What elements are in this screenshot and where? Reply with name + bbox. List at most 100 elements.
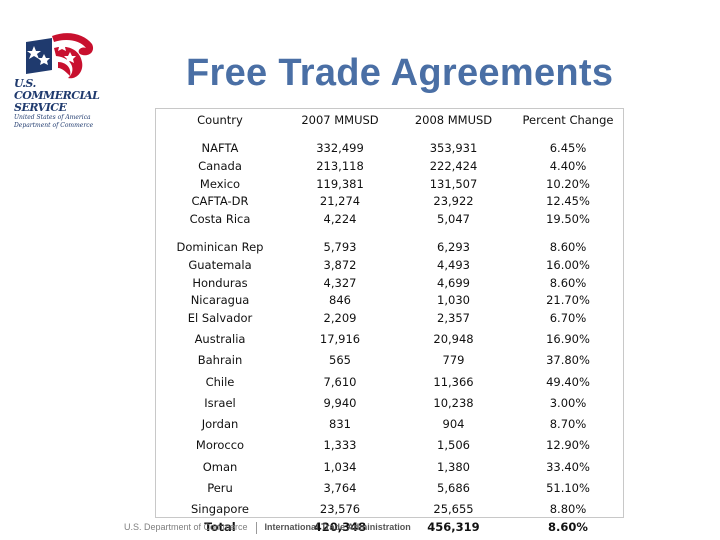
cell-country: Bahrain (197, 353, 243, 368)
logo-us-text: U.S. (14, 77, 36, 90)
logo-department-text: Department of Commerce (14, 122, 94, 129)
cell-pct: 8.60% (549, 240, 587, 255)
cell-2007: 2,209 (323, 310, 357, 325)
cell-2007: 213,118 (316, 158, 364, 173)
cell-pct: 6.70% (549, 310, 587, 325)
cell-2008: 11,366 (433, 374, 474, 389)
cell-2008: 6,293 (437, 240, 470, 255)
cell-2008: 1,380 (437, 459, 470, 474)
cell-pct: 37.80% (546, 353, 590, 368)
header-row: Country 2007 MMUSD 2008 MMUSD Percent Ch… (156, 109, 625, 130)
group1-pct: 6.45% 4.40% 10.20% 12.45% 19.50% (511, 130, 625, 238)
cell-2008: 1,030 (437, 293, 470, 308)
total-2007: 420,348 (313, 519, 367, 534)
cell-2008: 25,655 (433, 501, 474, 516)
cell-country: Israel (204, 395, 236, 410)
table-row-group-cafta-members: Dominican Rep Guatemala Honduras Nicarag… (156, 238, 625, 328)
group2-2007: 5,793 3,872 4,327 846 2,209 (284, 238, 396, 328)
cell-pct: 21.70% (546, 293, 590, 308)
cell-2007: 23,576 (319, 501, 361, 516)
cell-2008: 10,238 (433, 395, 474, 410)
cell-country: CAFTA-DR (191, 194, 249, 209)
cell-2008: 779 (442, 353, 465, 368)
total-label: Total (204, 519, 236, 534)
cell-country: Jordan (201, 417, 239, 432)
group2-pct: 8.60% 16.00% 8.60% 21.70% 6.70% (511, 238, 625, 328)
cell-2007: 1,333 (323, 438, 357, 453)
group2-countries: Dominican Rep Guatemala Honduras Nicarag… (156, 238, 284, 328)
group1-2008: 353,931 222,424 131,507 23,922 5,047 (396, 130, 511, 238)
cell-2007: 9,940 (323, 395, 357, 410)
group1-2007: 332,499 213,118 119,381 21,274 4,224 (284, 130, 396, 238)
cell-country: Costa Rica (189, 211, 251, 226)
cell-country: Morocco (195, 438, 245, 453)
header-country: Country (197, 112, 243, 127)
cell-2008: 222,424 (429, 158, 478, 173)
cell-pct: 8.70% (549, 417, 587, 432)
cell-pct: 51.10% (546, 481, 590, 496)
cell-2008: 4,699 (437, 275, 470, 290)
logo-service-text: SERVICE (14, 101, 67, 114)
table-row: Chile 7,610 11,366 49.40% (156, 371, 625, 392)
cell-pct: 49.40% (546, 374, 590, 389)
cell-country: Mexico (199, 176, 241, 191)
cell-2007: 1,034 (323, 459, 357, 474)
cell-pct: 6.45% (549, 141, 587, 156)
cell-pct: 4.40% (549, 158, 587, 173)
cell-2007: 17,916 (319, 331, 361, 346)
table-row: Israel 9,940 10,238 3.00% (156, 392, 625, 413)
cell-2007: 4,224 (323, 211, 357, 226)
cell-2007: 846 (329, 293, 351, 308)
cell-country: NAFTA (201, 141, 239, 156)
cell-2008: 4,493 (437, 257, 470, 272)
table-row: Singapore 23,576 25,655 8.80% (156, 499, 625, 519)
cell-2007: 4,327 (323, 275, 357, 290)
total-pct: 8.60% (548, 519, 588, 534)
total-row: Total 420,348 456,319 8.60% (156, 519, 625, 535)
table-row-group-nafta-cafta: NAFTA Canada Mexico CAFTA-DR Costa Rica … (156, 130, 625, 238)
table-row: Morocco 1,333 1,506 12.90% (156, 435, 625, 456)
cell-2008: 5,686 (437, 481, 470, 496)
cell-country: Chile (205, 374, 235, 389)
cell-2008: 2,357 (437, 310, 470, 325)
cell-country: Singapore (190, 501, 250, 516)
cell-country: Dominican Rep (176, 240, 264, 255)
cell-country: Peru (207, 481, 233, 496)
header-2008: 2008 MMUSD (414, 112, 493, 127)
cell-2008: 353,931 (429, 141, 478, 156)
cell-country: Nicaragua (190, 293, 250, 308)
cell-pct: 8.60% (549, 275, 587, 290)
cell-2007: 7,610 (323, 374, 357, 389)
group2-2008: 6,293 4,493 4,699 1,030 2,357 (396, 238, 511, 328)
cell-country: Guatemala (188, 257, 252, 272)
cell-pct: 19.50% (546, 211, 590, 226)
cell-pct: 10.20% (546, 176, 590, 191)
group1-countries: NAFTA Canada Mexico CAFTA-DR Costa Rica (156, 130, 284, 238)
us-commercial-service-logo: U.S. COMMERCIAL SERVICE United States of… (12, 28, 120, 129)
cell-2008: 23,922 (433, 194, 474, 209)
stars-and-stripes-logo-icon (26, 33, 94, 79)
cell-pct: 16.90% (546, 331, 590, 346)
cell-country: Australia (194, 331, 246, 346)
total-2008: 456,319 (427, 519, 480, 534)
table-row: Australia 17,916 20,948 16.90% (156, 328, 625, 349)
footer-department: U.S. Department of Commerce (124, 522, 248, 532)
cell-country: Honduras (192, 275, 248, 290)
cell-pct: 12.90% (546, 438, 590, 453)
cell-country: Oman (202, 459, 238, 474)
cell-2007: 3,764 (323, 481, 357, 496)
table-row: Peru 3,764 5,686 51.10% (156, 477, 625, 498)
cell-2007: 831 (329, 417, 351, 432)
cell-2007: 3,872 (323, 257, 357, 272)
footer: U.S. Department of Commerce International… (124, 521, 411, 534)
fta-table: Country 2007 MMUSD 2008 MMUSD Percent Ch… (156, 109, 625, 535)
footer-agency: International Trade Administration (264, 522, 411, 532)
cell-2007: 21,274 (319, 194, 361, 209)
table-row: Oman 1,034 1,380 33.40% (156, 456, 625, 477)
cell-pct: 12.45% (546, 194, 590, 209)
cell-2008: 5,047 (437, 211, 470, 226)
cell-2008: 1,506 (437, 438, 470, 453)
cell-2007: 119,381 (316, 176, 364, 191)
cell-2008: 904 (442, 417, 465, 432)
cell-pct: 8.80% (549, 501, 587, 516)
